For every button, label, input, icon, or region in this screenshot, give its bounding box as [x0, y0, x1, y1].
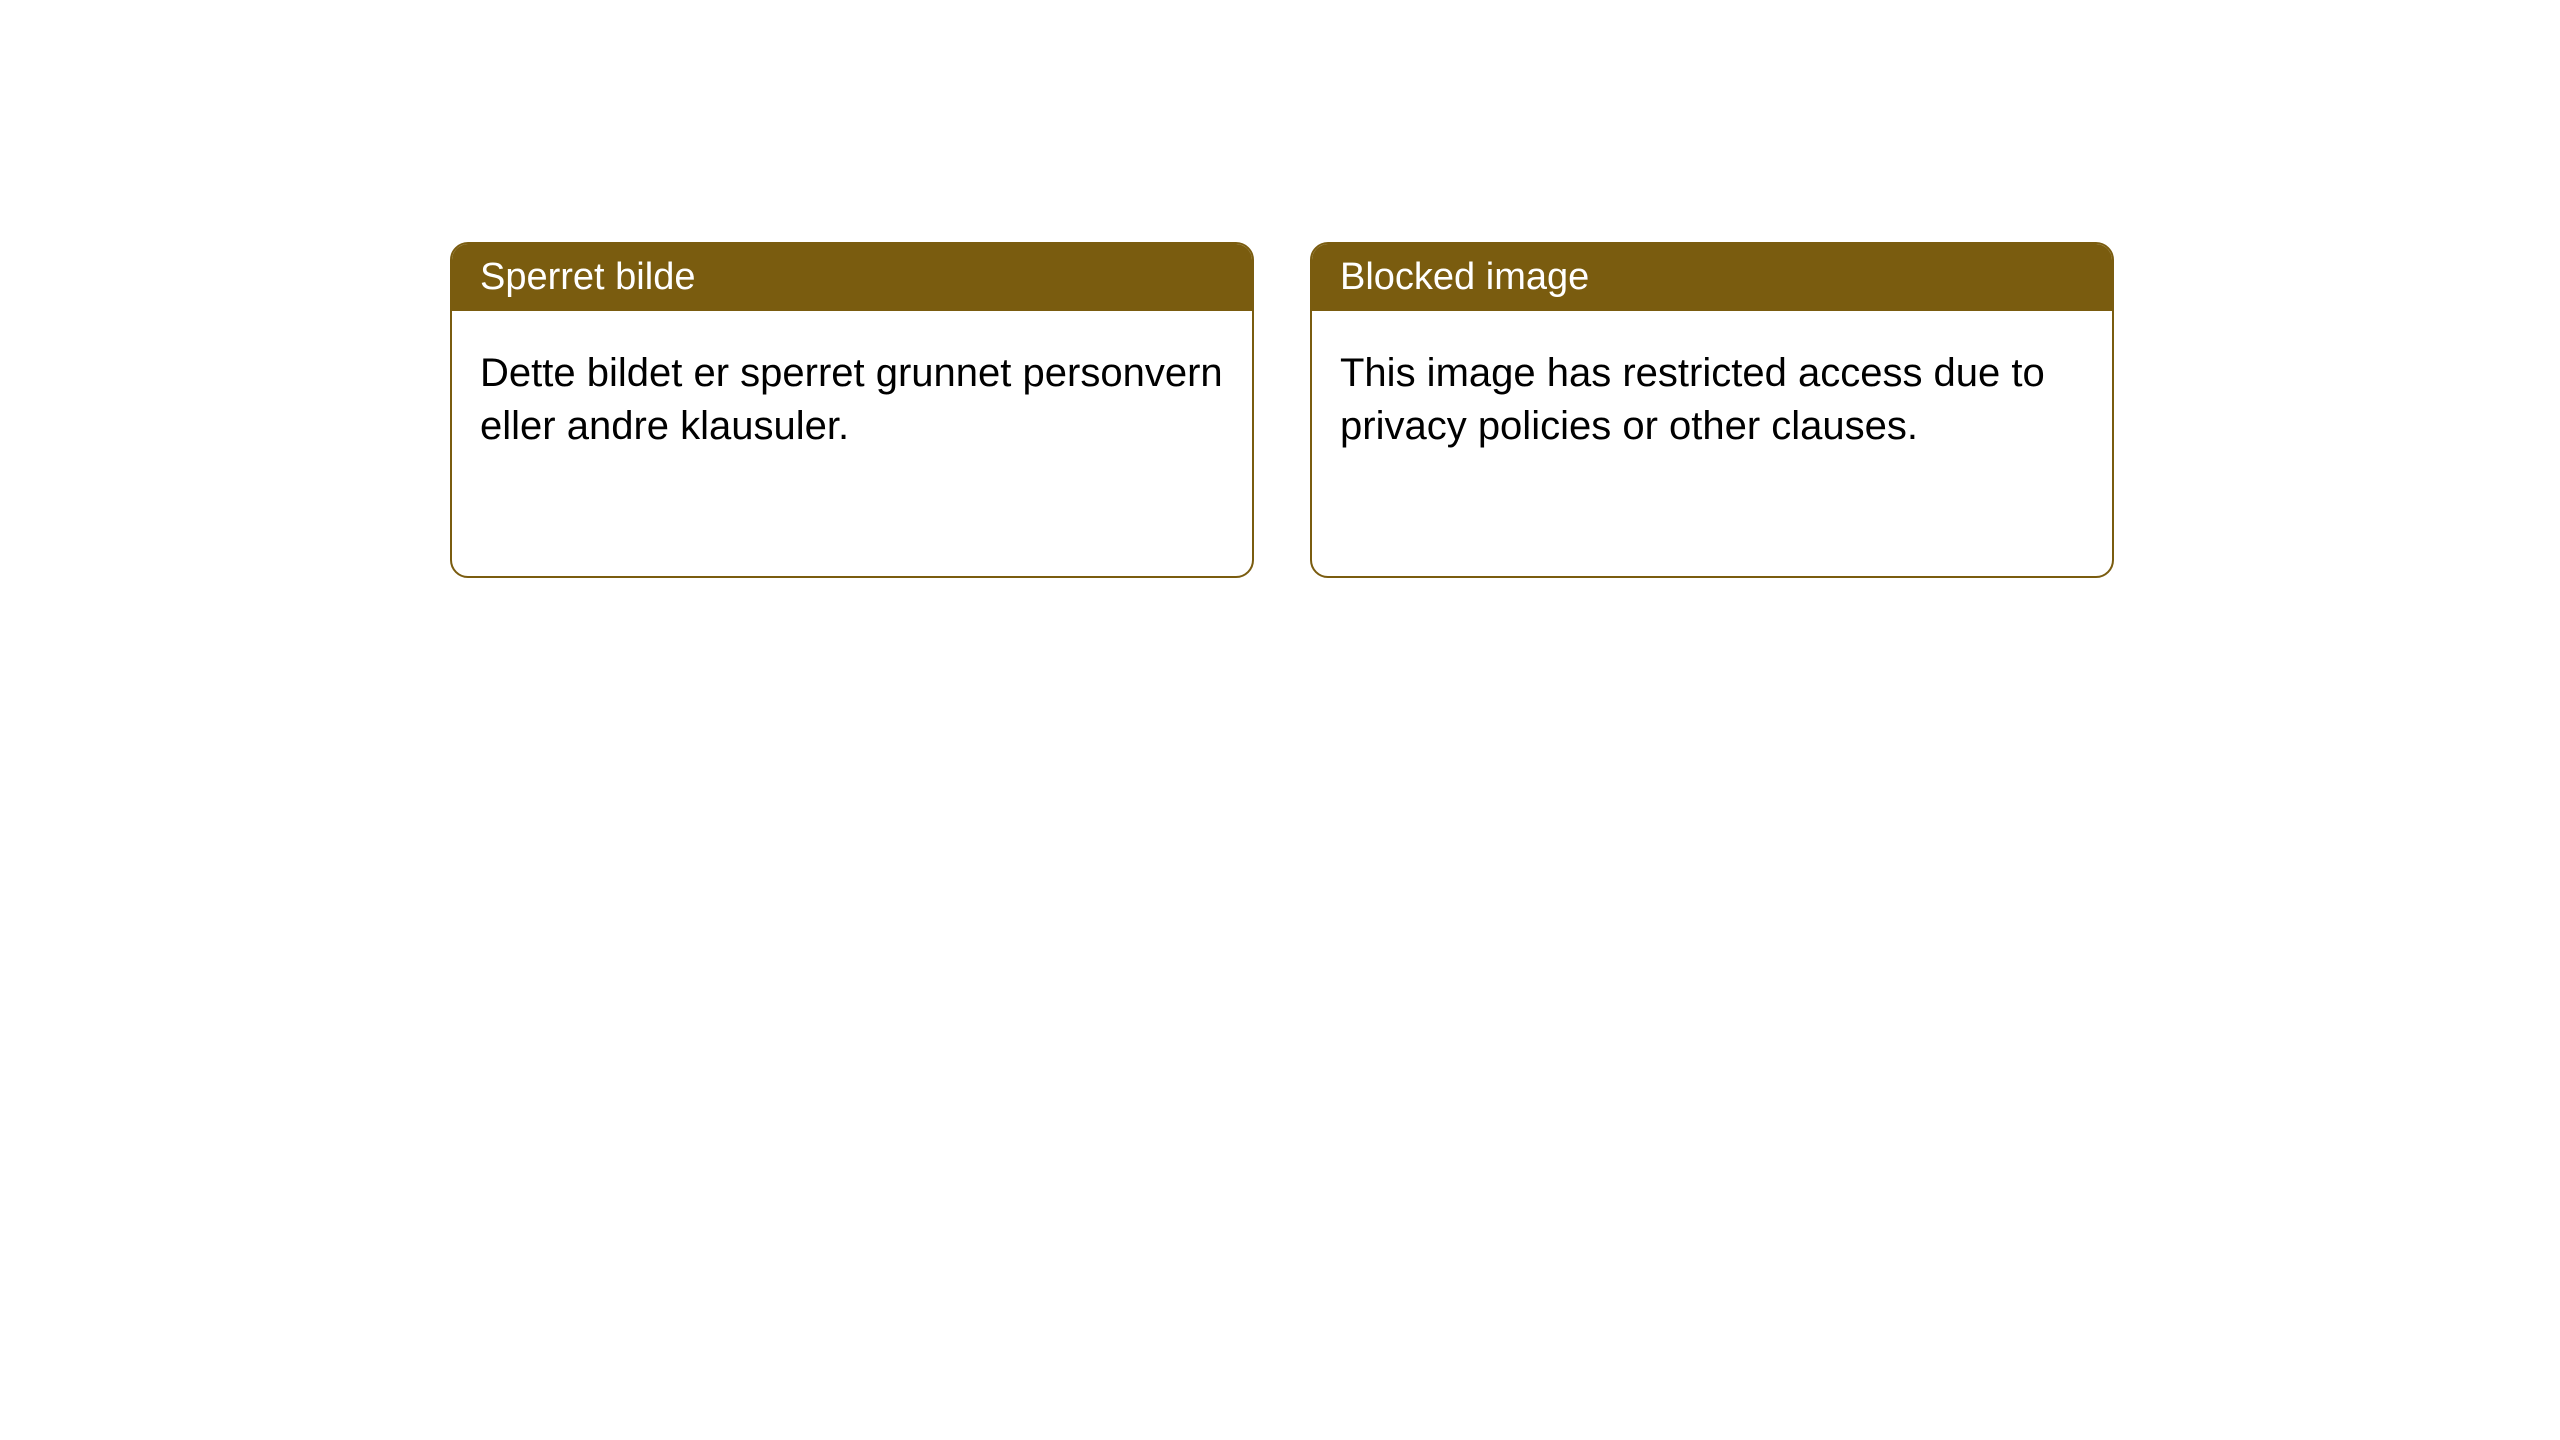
notice-card-body: Dette bildet er sperret grunnet personve…: [452, 311, 1252, 489]
notice-card-header: Sperret bilde: [452, 244, 1252, 311]
notice-card-title: Blocked image: [1340, 256, 1589, 298]
notice-card-body: This image has restricted access due to …: [1312, 311, 2112, 489]
notice-card-header: Blocked image: [1312, 244, 2112, 311]
notice-card-title: Sperret bilde: [480, 256, 695, 298]
notice-card-norwegian: Sperret bilde Dette bildet er sperret gr…: [450, 242, 1254, 578]
notice-container: Sperret bilde Dette bildet er sperret gr…: [0, 0, 2560, 578]
notice-card-english: Blocked image This image has restricted …: [1310, 242, 2114, 578]
notice-card-text: Dette bildet er sperret grunnet personve…: [480, 351, 1223, 448]
notice-card-text: This image has restricted access due to …: [1340, 351, 2045, 448]
